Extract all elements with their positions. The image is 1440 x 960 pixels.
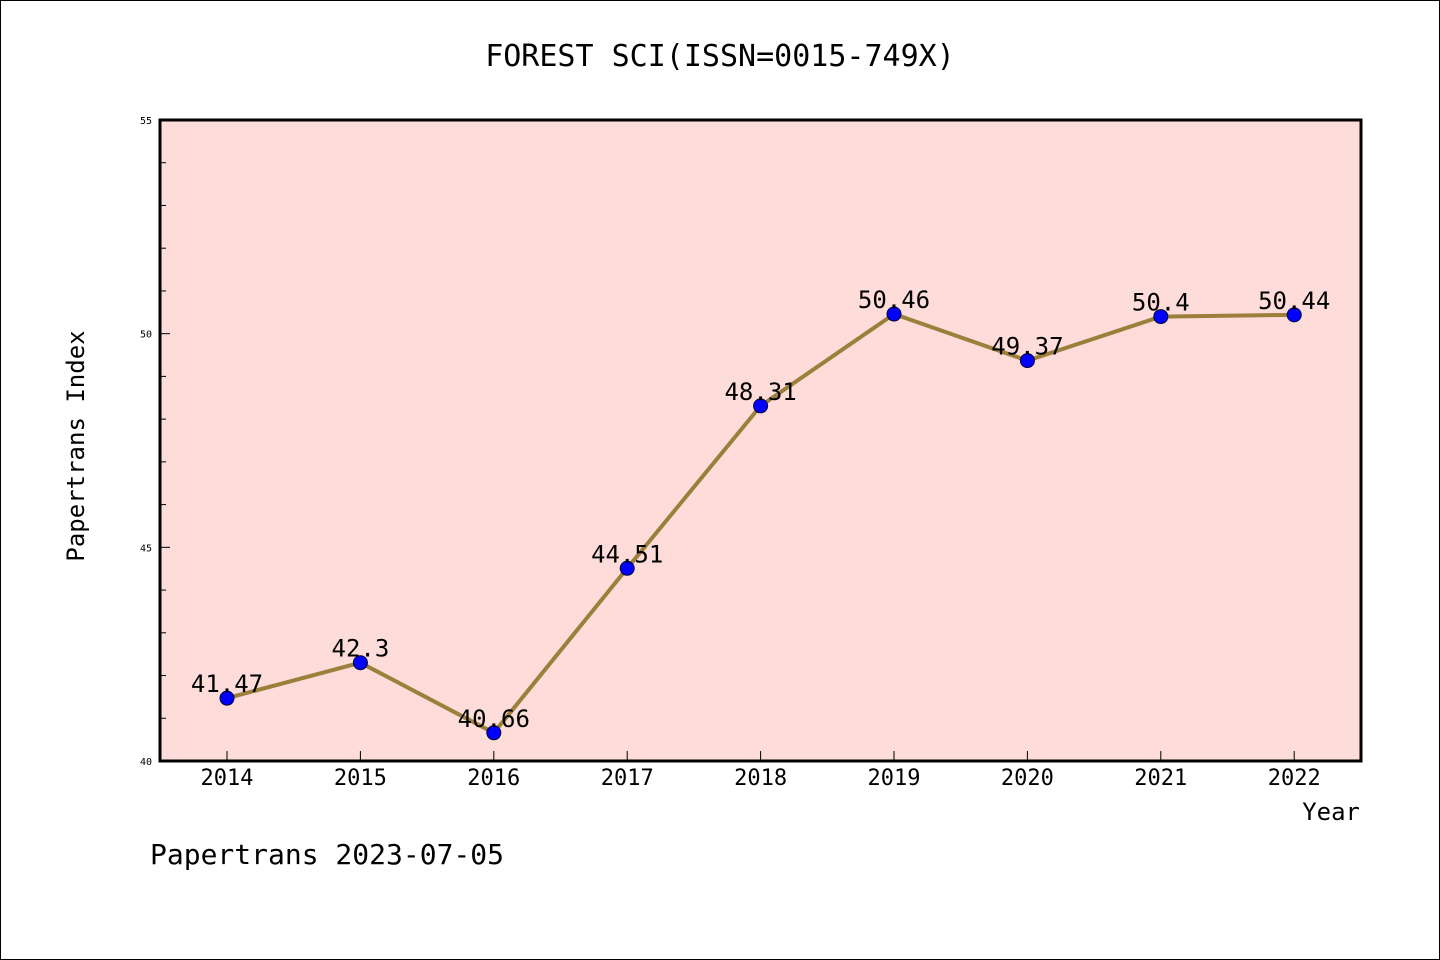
x-tick-label: 2017 — [601, 766, 654, 791]
data-point — [1286, 307, 1302, 323]
y-tick-label: 40 — [140, 757, 152, 768]
series-markers — [219, 306, 1302, 741]
data-point — [1019, 353, 1035, 369]
y-tick-label: 50 — [140, 330, 152, 341]
footer-text: Papertrans 2023-07-05 — [150, 838, 504, 871]
data-point — [352, 655, 368, 671]
data-label: 41.47 — [191, 670, 263, 698]
x-tick-label: 2016 — [467, 766, 520, 791]
data-point — [886, 306, 902, 322]
x-axis: 2014 2015 2016 2017 2018 2019 2020 2021 2022 — [201, 751, 1321, 791]
y-tick-label: 45 — [140, 543, 152, 554]
data-label: 50.4 — [1132, 289, 1190, 317]
data-point — [486, 725, 502, 741]
data-label: 49.37 — [991, 333, 1063, 361]
y-tick-label: 55 — [140, 116, 152, 127]
x-tick-label: 2018 — [734, 766, 787, 791]
chart-title: FOREST SCI(ISSN=0015-749X) — [485, 39, 955, 74]
x-tick-label: 2022 — [1268, 766, 1321, 791]
data-point — [1153, 309, 1169, 325]
plot-area — [158, 118, 1363, 763]
data-labels: 41.47 42.3 40.66 44.51 48.31 50.46 49.37 50.4 50… — [191, 286, 1330, 733]
x-tick-label: 2015 — [334, 766, 387, 791]
data-label: 42.3 — [332, 635, 390, 663]
x-tick-label: 2021 — [1134, 766, 1187, 791]
data-point — [619, 560, 635, 576]
x-tick-label: 2020 — [1001, 766, 1054, 791]
x-tick-label: 2019 — [868, 766, 921, 791]
data-label: 40.66 — [458, 705, 530, 733]
y-axis-title: Papertrans Index — [62, 330, 90, 561]
x-axis-title: Year — [1302, 798, 1360, 826]
data-point — [753, 398, 769, 414]
data-label: 50.44 — [1258, 287, 1330, 315]
data-point — [219, 690, 235, 706]
data-label: 48.31 — [724, 378, 796, 406]
data-label: 50.46 — [858, 286, 930, 314]
x-tick-label: 2014 — [201, 766, 254, 791]
y-axis: 40 45 50 55 — [140, 116, 170, 768]
data-label: 44.51 — [591, 540, 663, 568]
